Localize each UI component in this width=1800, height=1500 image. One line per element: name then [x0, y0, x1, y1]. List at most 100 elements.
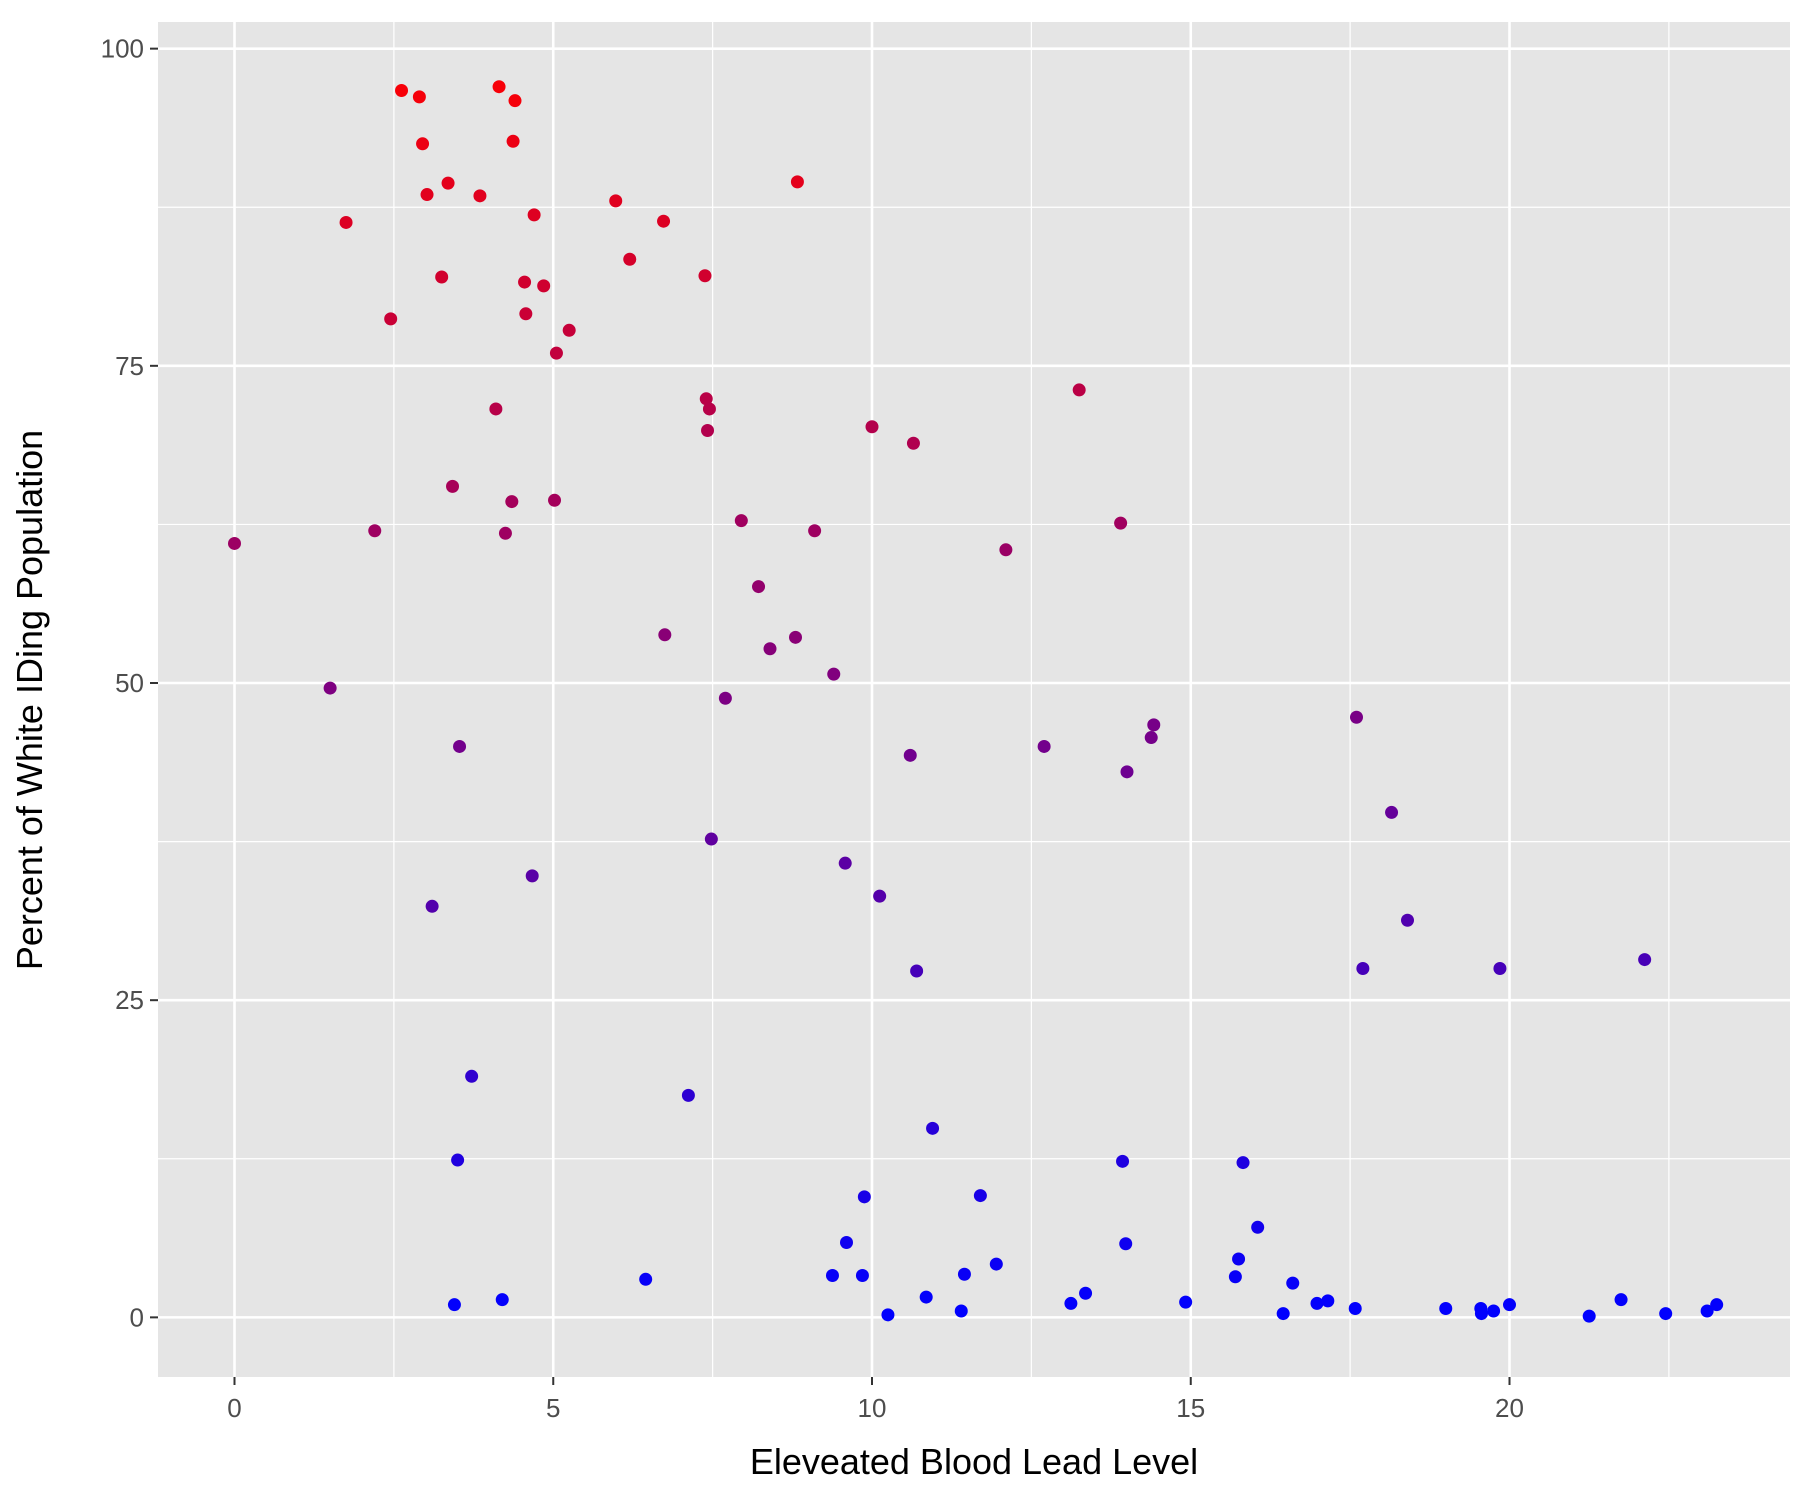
- data-point: [519, 307, 533, 321]
- data-point: [562, 323, 576, 337]
- data-point: [752, 580, 766, 594]
- x-axis-title: Eleveated Blood Lead Level: [750, 1441, 1198, 1482]
- data-point: [489, 402, 503, 416]
- data-point: [699, 392, 713, 406]
- major-gridlines: [158, 22, 1790, 1377]
- data-point: [701, 424, 715, 438]
- data-point: [1503, 1298, 1516, 1312]
- data-point: [323, 681, 337, 695]
- data-point: [1659, 1307, 1673, 1321]
- data-point: [855, 1269, 869, 1283]
- data-point: [425, 899, 439, 913]
- data-point: [1116, 1154, 1130, 1168]
- x-axis: 0 5 10 15 20: [227, 1377, 1524, 1423]
- data-point: [537, 279, 551, 293]
- data-point: [441, 176, 455, 190]
- data-point: [498, 526, 512, 540]
- y-tick-label: 25: [115, 985, 144, 1015]
- data-point: [492, 80, 506, 94]
- data-point: [910, 964, 924, 978]
- x-tick-label: 20: [1495, 1393, 1524, 1423]
- minor-gridlines: [158, 22, 1790, 1377]
- data-point: [451, 1153, 465, 1167]
- data-point: [857, 1190, 871, 1204]
- data-point: [658, 628, 672, 642]
- data-point: [1638, 953, 1652, 967]
- data-point: [1310, 1296, 1324, 1310]
- data-point: [395, 84, 409, 98]
- data-point: [698, 269, 712, 283]
- data-point: [1350, 710, 1363, 724]
- data-point: [790, 175, 804, 189]
- data-points: [228, 80, 1724, 1323]
- data-point: [416, 137, 430, 151]
- data-point: [1321, 1294, 1335, 1308]
- data-point: [789, 630, 802, 644]
- data-point: [1582, 1309, 1596, 1323]
- data-point: [518, 275, 532, 289]
- data-point: [989, 1257, 1003, 1271]
- data-point: [508, 94, 522, 108]
- data-point: [881, 1308, 895, 1322]
- data-point: [412, 90, 426, 104]
- data-point: [681, 1088, 695, 1102]
- data-point: [840, 1236, 853, 1250]
- data-point: [838, 856, 852, 870]
- data-point: [954, 1304, 968, 1318]
- data-point: [446, 479, 460, 493]
- data-point: [1493, 961, 1507, 975]
- data-point: [1474, 1307, 1488, 1321]
- data-point: [1385, 805, 1399, 819]
- data-point: [465, 1069, 479, 1083]
- data-point: [1037, 739, 1051, 753]
- data-point: [495, 1293, 509, 1307]
- data-point: [1700, 1304, 1714, 1318]
- data-point: [1144, 731, 1158, 745]
- data-point: [1401, 913, 1414, 927]
- data-point: [1356, 961, 1370, 975]
- data-point: [704, 832, 718, 846]
- data-point: [639, 1272, 653, 1286]
- data-point: [384, 312, 398, 326]
- data-point: [505, 495, 519, 509]
- data-point: [919, 1290, 933, 1304]
- x-tick-label: 0: [227, 1393, 241, 1423]
- data-point: [1286, 1276, 1300, 1290]
- data-point: [548, 493, 562, 507]
- data-point: [1710, 1298, 1724, 1312]
- data-point: [903, 748, 917, 762]
- data-point: [453, 739, 467, 753]
- data-point: [609, 194, 623, 208]
- data-point: [1079, 1286, 1093, 1300]
- data-point: [228, 536, 241, 550]
- data-point: [1114, 516, 1128, 530]
- data-point: [368, 524, 382, 538]
- data-point: [420, 188, 434, 202]
- data-point: [1487, 1304, 1501, 1318]
- data-point: [999, 543, 1013, 557]
- data-point: [527, 208, 541, 222]
- data-point: [873, 889, 887, 903]
- x-tick-label: 10: [858, 1393, 887, 1423]
- data-point: [718, 691, 732, 705]
- data-point: [1236, 1156, 1250, 1170]
- y-tick-label: 75: [115, 351, 144, 381]
- data-point: [473, 189, 487, 203]
- data-point: [973, 1189, 987, 1203]
- data-point: [906, 436, 920, 450]
- data-point: [827, 667, 841, 681]
- data-point: [1276, 1307, 1290, 1321]
- y-tick-label: 50: [115, 668, 144, 698]
- data-point: [1228, 1270, 1242, 1284]
- panel-background: [158, 22, 1790, 1377]
- data-point: [435, 270, 449, 284]
- data-point: [825, 1269, 839, 1283]
- y-axis: 0 25 50 75 100: [101, 34, 158, 1332]
- data-point: [1614, 1293, 1628, 1307]
- data-point: [702, 402, 716, 416]
- data-point: [1179, 1295, 1193, 1309]
- data-point: [525, 869, 539, 883]
- data-point: [957, 1267, 971, 1281]
